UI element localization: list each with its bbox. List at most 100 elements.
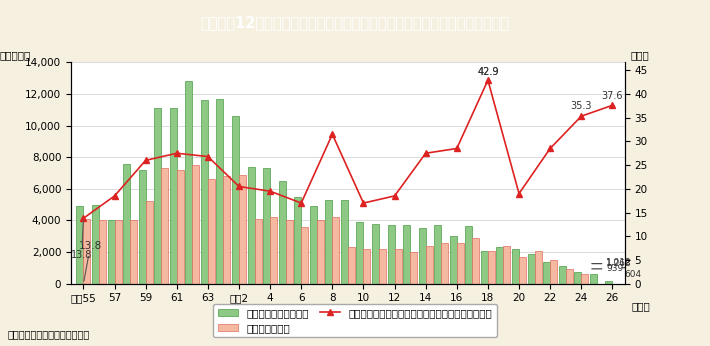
Bar xyxy=(581,274,589,284)
要保護女子総数に占める未成年者の割合（右目盛） xyxy=(204,154,212,158)
Bar xyxy=(488,251,495,284)
要保護女子総数に占める未成年者の割合（右目盛） xyxy=(515,191,523,195)
Text: （年）: （年） xyxy=(631,301,650,311)
Bar xyxy=(535,251,542,284)
Text: （件，人）: （件，人） xyxy=(0,50,31,60)
Legend: 売春関係事犯検挙件数, 要保護女子総数, 要保護女子総数に占める未成年者の割合（右目盛）: 売春関係事犯検挙件数, 要保護女子総数, 要保護女子総数に占める未成年者の割合（… xyxy=(213,304,497,337)
要保護女子総数に占める未成年者の割合（右目盛） xyxy=(328,132,337,136)
要保護女子総数に占める未成年者の割合（右目盛） xyxy=(297,201,305,205)
Bar xyxy=(372,224,379,284)
要保護女子総数に占める未成年者の割合（右目盛） xyxy=(235,184,244,189)
Bar xyxy=(356,222,364,284)
Bar xyxy=(559,266,566,284)
Bar xyxy=(185,81,192,284)
Bar xyxy=(301,227,308,284)
Text: 42.9: 42.9 xyxy=(477,67,498,77)
Bar xyxy=(395,249,402,284)
Bar xyxy=(99,220,106,284)
Bar xyxy=(114,220,121,284)
Bar xyxy=(146,201,153,284)
Bar xyxy=(325,200,332,284)
要保護女子総数に占める未成年者の割合（右目盛） xyxy=(80,216,88,220)
Bar xyxy=(503,246,510,284)
Bar xyxy=(154,108,161,284)
Text: 42.9: 42.9 xyxy=(477,67,498,77)
Bar xyxy=(426,246,432,284)
Bar xyxy=(481,251,488,284)
Bar xyxy=(519,257,526,284)
Bar xyxy=(107,220,114,284)
Bar xyxy=(201,100,208,284)
Bar xyxy=(590,274,597,284)
Bar xyxy=(161,168,168,284)
要保護女子総数に占める未成年者の割合（右目盛） xyxy=(452,146,461,151)
Bar xyxy=(403,225,410,284)
Bar xyxy=(441,243,448,284)
Bar xyxy=(177,170,184,284)
Bar xyxy=(232,116,239,284)
Bar xyxy=(123,164,130,284)
Bar xyxy=(566,269,573,284)
Bar xyxy=(77,206,84,284)
Bar xyxy=(224,176,231,284)
Bar xyxy=(435,225,441,284)
Bar xyxy=(341,200,348,284)
Bar xyxy=(410,252,417,284)
要保護女子総数に占める未成年者の割合（右目盛） xyxy=(110,194,119,198)
Bar xyxy=(192,165,200,284)
要保護女子総数に占める未成年者の割合（右目盛） xyxy=(422,151,430,155)
Bar xyxy=(543,262,550,284)
Bar xyxy=(379,249,386,284)
Text: 1,268: 1,268 xyxy=(606,259,632,268)
要保護女子総数に占める未成年者の割合（右目盛） xyxy=(608,103,616,107)
Text: 13.8: 13.8 xyxy=(71,221,92,260)
要保護女子総数に占める未成年者の割合（右目盛） xyxy=(266,189,274,193)
Bar xyxy=(606,281,612,284)
Text: 13.8: 13.8 xyxy=(79,241,102,281)
Bar xyxy=(388,225,395,284)
Bar xyxy=(248,167,255,284)
Bar xyxy=(472,238,479,284)
Text: （備考）警察庁資料より作成。: （備考）警察庁資料より作成。 xyxy=(7,329,89,339)
要保護女子総数に占める未成年者の割合（右目盛） xyxy=(484,78,492,82)
要保護女子総数に占める未成年者の割合（右目盛） xyxy=(141,158,150,162)
Text: 604: 604 xyxy=(625,270,642,279)
Text: 35.3: 35.3 xyxy=(571,101,592,111)
Bar xyxy=(310,206,317,284)
Text: （％）: （％） xyxy=(630,50,649,60)
Bar xyxy=(550,260,557,284)
要保護女子総数に占める未成年者の割合（右目盛） xyxy=(359,201,368,205)
Bar xyxy=(457,243,464,284)
要保護女子総数に占める未成年者の割合（右目盛） xyxy=(577,114,586,118)
Bar xyxy=(348,247,355,284)
Bar xyxy=(170,108,177,284)
Bar xyxy=(92,206,99,284)
Bar xyxy=(270,217,277,284)
Bar xyxy=(528,254,535,284)
Bar xyxy=(279,181,285,284)
Bar xyxy=(130,220,137,284)
Bar xyxy=(263,168,270,284)
Bar xyxy=(496,247,503,284)
Bar xyxy=(450,236,457,284)
Bar xyxy=(208,179,215,284)
Bar xyxy=(138,170,146,284)
Bar xyxy=(217,99,224,284)
Bar xyxy=(239,175,246,284)
Bar xyxy=(364,249,371,284)
要保護女子総数に占める未成年者の割合（右目盛） xyxy=(546,146,555,151)
要保護女子総数に占める未成年者の割合（右目盛） xyxy=(173,151,181,155)
Bar xyxy=(332,217,339,284)
Text: Ｉ－４－12図　売春関係事犯検挙件数，要保護女子総数及び未成年者の割合: Ｉ－４－12図 売春関係事犯検挙件数，要保護女子総数及び未成年者の割合 xyxy=(200,15,510,30)
Bar xyxy=(294,197,301,284)
Text: 1,012: 1,012 xyxy=(606,258,632,267)
Bar xyxy=(255,219,261,284)
要保護女子総数に占める未成年者の割合（右目盛） xyxy=(391,194,399,198)
Bar xyxy=(512,249,519,284)
Line: 要保護女子総数に占める未成年者の割合（右目盛）: 要保護女子総数に占める未成年者の割合（右目盛） xyxy=(80,77,616,222)
Text: 939: 939 xyxy=(606,264,623,273)
Bar xyxy=(84,219,90,284)
Bar xyxy=(285,220,293,284)
Bar xyxy=(317,220,324,284)
Text: 37.6: 37.6 xyxy=(601,91,623,101)
